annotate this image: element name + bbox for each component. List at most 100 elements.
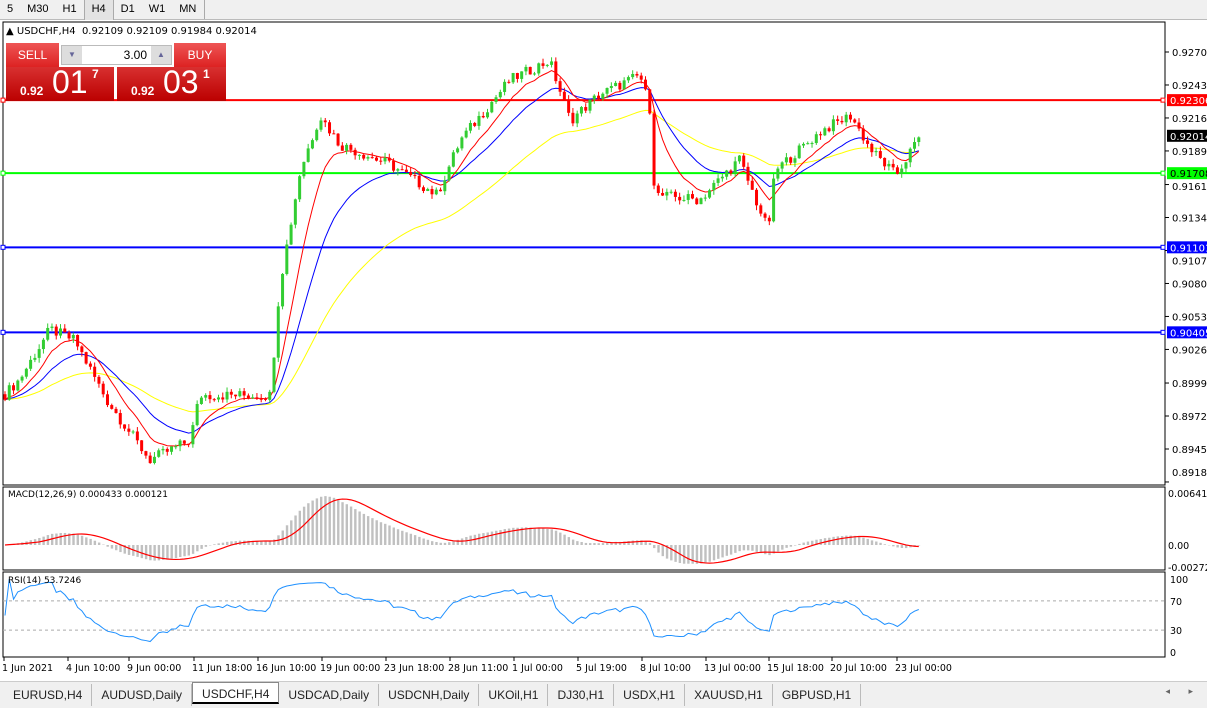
candle-body <box>618 82 622 90</box>
macd-histogram-bar <box>503 529 506 545</box>
macd-histogram-bar <box>443 542 447 545</box>
collapse-triangle-icon[interactable]: ▲ <box>6 26 14 37</box>
hline-price-badge <box>1167 94 1207 107</box>
candle-body <box>263 398 267 400</box>
candle-body <box>221 397 225 400</box>
macd-histogram-bar <box>789 545 793 547</box>
macd-histogram-bar <box>413 535 417 545</box>
macd-histogram-bar <box>644 541 647 545</box>
macd-histogram-bar <box>456 539 460 545</box>
timeframe-mn[interactable]: MN <box>179 3 197 15</box>
macd-histogram-bar <box>729 545 733 555</box>
candle-body <box>857 122 861 129</box>
candle-body <box>690 194 694 199</box>
macd-histogram-bar <box>285 525 289 545</box>
candle-body <box>737 155 741 162</box>
candle-body <box>814 134 818 144</box>
candle-body <box>328 122 332 134</box>
candle-body <box>750 180 754 190</box>
candle-body <box>340 145 344 151</box>
chart-tab[interactable]: GBPUSD,H1 <box>773 684 862 706</box>
macd-histogram-bar <box>319 496 323 545</box>
candle-body <box>908 148 912 163</box>
macd-histogram-bar <box>97 542 101 545</box>
macd-histogram-bar <box>597 543 600 545</box>
timeframe-h1[interactable]: H1 <box>62 3 77 15</box>
macd-histogram-bar <box>140 545 144 559</box>
candle-body <box>238 391 242 397</box>
macd-histogram-bar <box>89 538 92 545</box>
chart-tab[interactable]: EURUSD,H4 <box>4 684 93 706</box>
bid-big: 01 <box>52 64 88 100</box>
macd-histogram-bar <box>349 506 353 545</box>
timeframe-h4[interactable]: H4 <box>83 0 114 20</box>
chart-tab[interactable]: XAUUSD,H1 <box>685 684 773 706</box>
candle-body <box>656 185 660 193</box>
buy-button[interactable]: BUY <box>174 43 226 67</box>
macd-histogram-bar <box>495 530 498 545</box>
macd-histogram-bar <box>580 542 583 545</box>
candle-body <box>187 443 191 445</box>
macd-histogram-bar <box>72 533 75 545</box>
macd-histogram-bar <box>567 537 571 545</box>
candle-body <box>780 162 784 169</box>
candle-body <box>494 97 498 102</box>
macd-histogram-bar <box>516 527 519 545</box>
decrease-lot-icon[interactable]: ▼ <box>62 46 82 64</box>
rsi-tick-label: 0 <box>1170 648 1176 659</box>
timeframe-5[interactable]: 5 <box>7 3 14 15</box>
ask-price[interactable]: 0.92 03 1 <box>117 64 226 101</box>
timeframe-w1[interactable]: W1 <box>148 3 166 15</box>
candle-body <box>268 391 272 400</box>
macd-histogram-bar <box>273 539 276 545</box>
chart-tab[interactable]: AUDUSD,Daily <box>92 684 193 706</box>
macd-histogram-bar <box>290 520 293 545</box>
macd-histogram-bar <box>264 541 267 545</box>
candle-body <box>806 143 810 145</box>
chart-tab[interactable]: UKOil,H1 <box>479 684 549 706</box>
price-tick-label: 0.91075 <box>1172 256 1207 267</box>
candle-body <box>110 405 114 409</box>
candle-body <box>323 120 327 123</box>
candle-body <box>819 134 823 136</box>
macd-histogram-bar <box>866 538 869 545</box>
bid-price[interactable]: 0.92 01 7 <box>6 64 114 101</box>
candle-body <box>447 166 451 181</box>
candle-body <box>456 148 460 153</box>
candle-body <box>191 425 195 445</box>
macd-histogram-bar <box>593 543 596 545</box>
timeframe-d1[interactable]: D1 <box>120 3 135 15</box>
chart-tab[interactable]: USDCAD,Daily <box>279 684 380 706</box>
tab-scroll-arrows[interactable]: ◂ ▸ <box>1165 686 1201 696</box>
chart-tab[interactable]: USDCHF,H4 <box>192 682 280 704</box>
chart-symbol: USDCHF,H4 <box>16 26 76 37</box>
candle-body <box>669 191 673 193</box>
macd-histogram-bar <box>422 538 425 545</box>
increase-lot-icon[interactable]: ▲ <box>151 46 171 64</box>
candle-body <box>904 162 908 169</box>
chart-tab[interactable]: USDCNH,Daily <box>379 684 480 706</box>
macd-histogram-bar <box>106 545 109 547</box>
ask-sup: 1 <box>203 67 210 81</box>
line-handle <box>0 329 6 335</box>
chart-tab[interactable]: USDX,H1 <box>614 684 686 706</box>
price-chart[interactable]: 0.927000.924300.921600.918900.916150.913… <box>0 20 1207 681</box>
candle-body <box>545 64 549 66</box>
candle-body <box>652 113 656 186</box>
candle-body <box>917 137 921 143</box>
chart-tab[interactable]: DJ30,H1 <box>548 684 615 706</box>
candle-body <box>853 119 857 123</box>
candle-body <box>392 160 396 171</box>
rsi-label: RSI(14) 53.7246 <box>8 576 82 586</box>
sell-button[interactable]: SELL <box>6 43 59 67</box>
lot-size-input[interactable] <box>82 46 151 64</box>
candle-body <box>725 170 729 177</box>
macd-histogram-bar <box>533 528 536 545</box>
candle-body <box>874 151 878 153</box>
candle-body <box>140 440 144 452</box>
candle-body <box>165 448 169 452</box>
timeframe-m30[interactable]: M30 <box>27 3 49 15</box>
macd-histogram-bar <box>657 545 660 553</box>
